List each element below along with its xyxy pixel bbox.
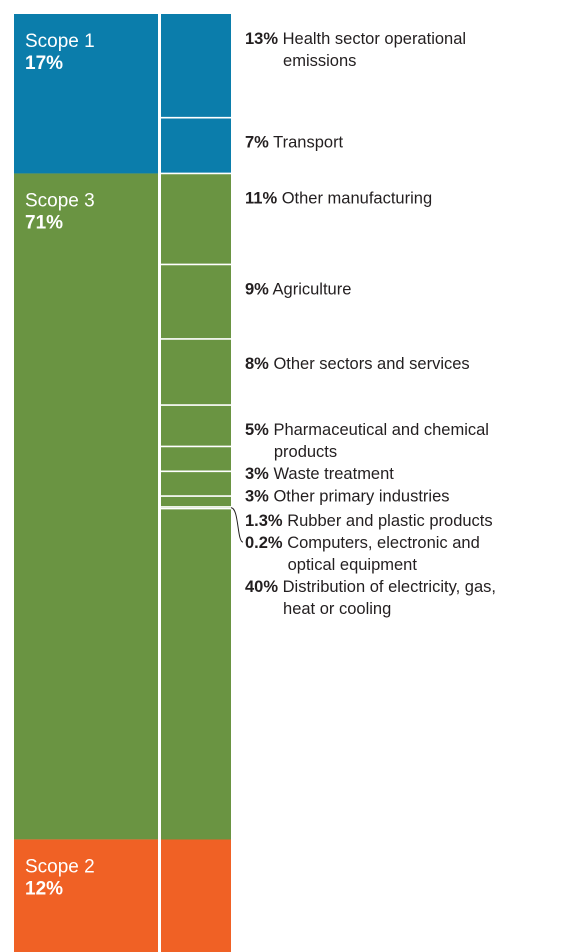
category-value: 3% [245, 487, 269, 505]
scope-value-scope-3: 71% [25, 212, 63, 233]
category-label-line: 3% Waste treatment [245, 465, 394, 483]
scope-label-scope-1: Scope 1 [25, 31, 95, 52]
category-bar-health-sector-operational [161, 14, 231, 118]
category-value: 8% [245, 355, 269, 373]
scope-label-scope-2: Scope 2 [25, 856, 95, 877]
category-name: Computers, electronic and [283, 534, 480, 552]
category-value: 11% [245, 189, 277, 207]
category-label-line: 13% Health sector operational [245, 30, 466, 48]
label-leader-line [230, 507, 244, 543]
category-bar-other-primary-industries [161, 471, 231, 497]
category-name: Other sectors and services [269, 355, 470, 373]
category-name: Other manufacturing [277, 189, 432, 207]
category-label-line: 11% Other manufacturing [245, 189, 432, 207]
category-value: 5% [245, 421, 269, 439]
scope-labels: Scope 117% Scope 371% Scope 212% [25, 31, 95, 899]
category-name: Agriculture [269, 280, 352, 298]
category-label-line: 8% Other sectors and services [245, 355, 470, 373]
category-label-waste-treatment: 3% Waste treatment [245, 465, 394, 483]
category-bar-pharmaceutical-and-chemical [161, 405, 231, 447]
category-name: Other primary industries [269, 487, 450, 505]
category-name: Pharmaceutical and chemical [269, 421, 489, 439]
category-bars [161, 14, 231, 952]
category-dividers [161, 116, 231, 510]
category-label-distribution-of-electricity-gas: 40% Distribution of electricity, gas, hea… [245, 578, 496, 618]
category-label-line: 3% Other primary industries [245, 487, 450, 505]
category-bar-rubber-and-plastic-products [161, 496, 231, 507]
category-bar-computers-electronic-and [161, 506, 231, 509]
category-bar-other-manufacturing [161, 173, 231, 265]
category-column-scope-2 [161, 839, 231, 952]
category-name: Rubber and plastic products [283, 512, 493, 530]
category-value: 1.3% [245, 512, 283, 530]
category-name: Transport [269, 134, 344, 152]
category-label-other-sectors-and-services: 8% Other sectors and services [245, 355, 470, 373]
category-name: Distribution of electricity, gas, [278, 578, 496, 596]
category-value: 40% [245, 578, 278, 596]
category-name-continued: optical equipment [288, 556, 418, 574]
category-label-pharmaceutical-and-chemical: 5% Pharmaceutical and chemical products [245, 421, 489, 461]
category-label-other-primary-industries: 3% Other primary industries [245, 487, 450, 505]
category-value: 0.2% [245, 534, 283, 552]
category-label-health-sector-operational: 13% Health sector operational emissions [245, 30, 466, 70]
category-labels: 13% Health sector operational emissions 7%… [230, 30, 496, 618]
scope-bar-scope-2 [14, 839, 158, 952]
category-label-line: 9% Agriculture [245, 280, 351, 298]
category-value: 9% [245, 280, 269, 298]
category-bar-distribution-of-electricity-gas [161, 508, 231, 840]
scope-bar-scope-1 [14, 14, 158, 174]
scope-label-scope-3: Scope 3 [25, 190, 95, 211]
category-value: 13% [245, 30, 278, 48]
category-name-continued: emissions [283, 52, 356, 70]
scope-bar-scope-3 [14, 173, 158, 840]
category-name: Health sector operational [278, 30, 466, 48]
category-name-continued: heat or cooling [283, 600, 391, 618]
category-label-other-manufacturing: 11% Other manufacturing [245, 189, 432, 207]
category-name-continued: products [274, 443, 337, 461]
category-bar-waste-treatment [161, 446, 231, 472]
scope-value-scope-2: 12% [25, 878, 63, 899]
category-label-line: 1.3% Rubber and plastic products [245, 512, 493, 530]
category-label-line: 7% Transport [245, 134, 344, 152]
category-label-rubber-and-plastic-products: 1.3% Rubber and plastic products [245, 512, 493, 530]
category-label-line: 0.2% Computers, electronic and [245, 534, 480, 552]
category-value: 3% [245, 465, 269, 483]
scope-bars [14, 14, 158, 952]
category-bar-other-sectors-and-services [161, 338, 231, 406]
category-label-line: 5% Pharmaceutical and chemical [245, 421, 489, 439]
category-label-agriculture: 9% Agriculture [245, 280, 351, 298]
category-label-transport: 7% Transport [245, 134, 344, 152]
category-bar-agriculture [161, 264, 231, 339]
category-name: Waste treatment [269, 465, 394, 483]
category-value: 7% [245, 134, 269, 152]
scope-value-scope-1: 17% [25, 53, 63, 74]
category-label-line: 40% Distribution of electricity, gas, [245, 578, 496, 596]
category-label-computers-electronic-and: 0.2% Computers, electronic and optical eq… [245, 534, 480, 574]
category-bar-transport [161, 117, 231, 174]
